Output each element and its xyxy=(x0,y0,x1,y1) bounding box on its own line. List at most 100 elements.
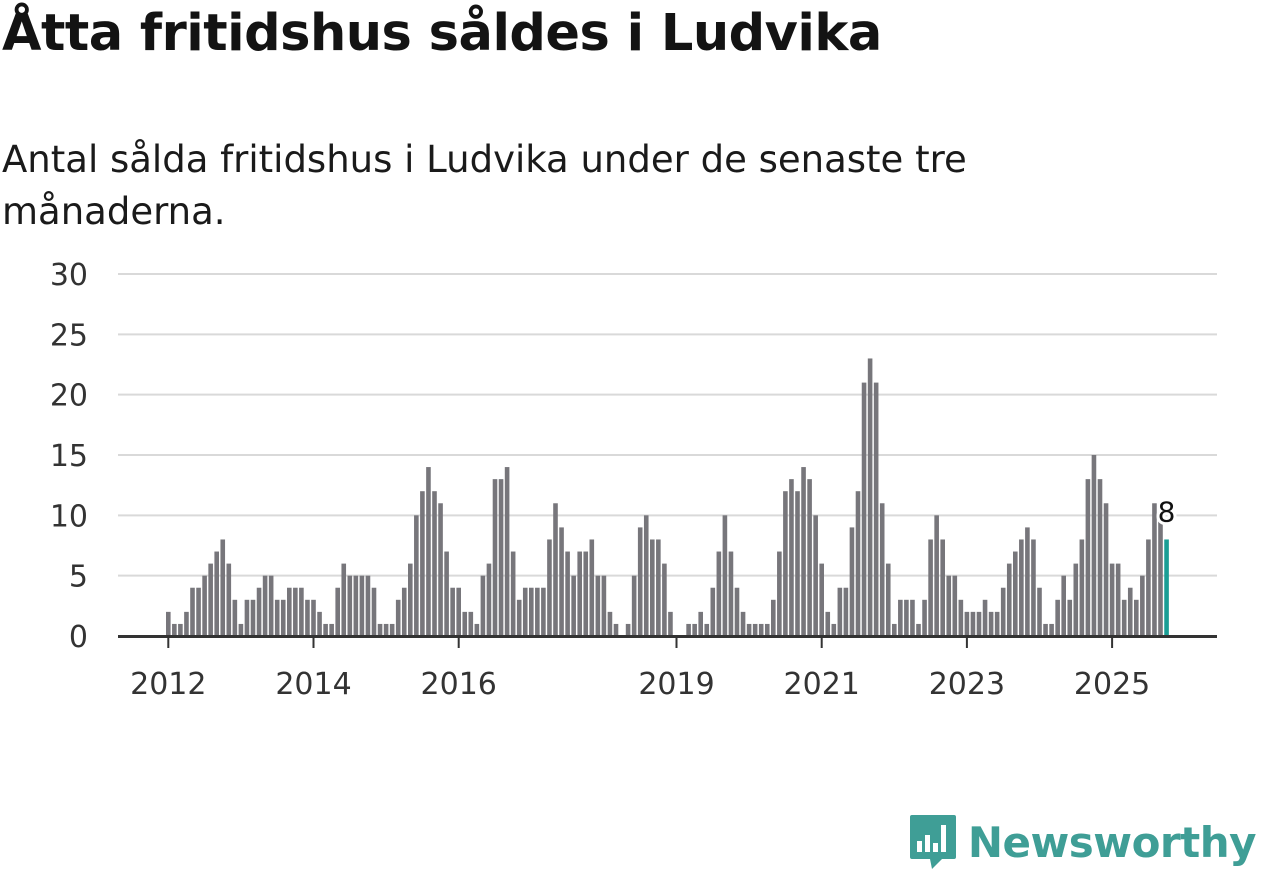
bar xyxy=(807,479,812,636)
bar xyxy=(1140,575,1145,636)
x-tick-label: 2021 xyxy=(784,667,860,702)
bar xyxy=(1127,587,1133,636)
bar xyxy=(922,599,927,636)
bar-highlight xyxy=(1164,539,1169,636)
bar xyxy=(190,587,195,636)
bar xyxy=(1055,599,1060,636)
bar xyxy=(964,611,970,636)
bar xyxy=(214,551,219,636)
bar xyxy=(280,599,286,636)
bar xyxy=(268,575,274,636)
bar xyxy=(595,575,601,636)
bar xyxy=(1049,623,1054,636)
bar xyxy=(196,587,201,636)
bar xyxy=(601,575,607,636)
bar xyxy=(299,587,304,636)
y-tick-label: 30 xyxy=(50,258,88,293)
bar xyxy=(1025,527,1030,636)
y-axis-ticks: 0 5 10 15 20 25 30 xyxy=(50,258,88,655)
bar xyxy=(710,587,716,636)
bar xyxy=(317,611,322,636)
bar xyxy=(371,587,377,636)
bar xyxy=(456,587,461,636)
bar xyxy=(861,382,867,636)
bars xyxy=(166,358,1169,636)
bar xyxy=(274,599,280,636)
bar xyxy=(305,599,310,636)
bar xyxy=(571,575,576,636)
bar xyxy=(166,611,171,636)
bar xyxy=(734,587,740,636)
bar xyxy=(226,563,232,636)
bar xyxy=(698,611,703,636)
bar xyxy=(988,611,994,636)
bar xyxy=(529,587,534,636)
bar xyxy=(613,623,619,636)
bar xyxy=(668,611,673,636)
x-axis-ticks: 2012 2014 2016 2019 2021 2023 2025 xyxy=(130,636,1150,702)
bar xyxy=(1085,479,1091,636)
bar xyxy=(486,563,492,636)
bar xyxy=(764,623,770,636)
bar xyxy=(547,539,552,636)
x-tick-label: 2025 xyxy=(1074,667,1150,702)
bar xyxy=(892,623,897,636)
chart-subtitle: Antal sålda fritidshus i Ludvika under d… xyxy=(2,138,967,233)
x-tick-label: 2012 xyxy=(130,667,206,702)
bar xyxy=(916,623,921,636)
bar xyxy=(208,563,213,636)
x-tick-label: 2023 xyxy=(929,667,1005,702)
bar xyxy=(1109,563,1115,636)
bar xyxy=(940,539,945,636)
bar xyxy=(1019,539,1024,636)
bar xyxy=(450,587,455,636)
bar xyxy=(976,611,982,636)
bar xyxy=(746,623,752,636)
bar xyxy=(625,623,631,636)
bar xyxy=(498,479,504,636)
bar xyxy=(879,503,885,636)
bar xyxy=(813,515,818,636)
bar xyxy=(589,539,595,636)
bar xyxy=(728,551,734,636)
x-tick-label: 2016 xyxy=(421,667,497,702)
bar xyxy=(583,551,589,636)
bar xyxy=(353,575,359,636)
bar xyxy=(662,563,667,636)
bar xyxy=(934,515,939,636)
bar xyxy=(504,467,510,636)
bar xyxy=(262,575,268,636)
bar xyxy=(577,551,582,636)
y-tick-label: 25 xyxy=(50,318,88,353)
bar xyxy=(637,527,643,636)
bar xyxy=(480,575,486,636)
bar xyxy=(426,467,431,636)
y-tick-label: 20 xyxy=(50,379,88,414)
bar xyxy=(238,623,244,636)
bar xyxy=(1013,551,1018,636)
bar xyxy=(492,479,498,636)
bar xyxy=(522,587,528,636)
bar xyxy=(220,539,226,636)
bar xyxy=(716,551,722,636)
bar xyxy=(650,539,655,636)
bar xyxy=(825,611,831,636)
bar xyxy=(359,575,365,636)
bar xyxy=(904,599,909,636)
bar xyxy=(631,575,637,636)
bar xyxy=(783,491,788,636)
bar xyxy=(831,623,837,636)
bar xyxy=(341,563,347,636)
bar xyxy=(946,575,952,636)
bar xyxy=(323,623,328,636)
bar xyxy=(335,587,340,636)
bar xyxy=(256,587,262,636)
x-tick-label: 2014 xyxy=(275,667,351,702)
bar xyxy=(843,587,849,636)
bar xyxy=(232,599,238,636)
bar xyxy=(1079,539,1085,636)
bar xyxy=(777,551,782,636)
bar xyxy=(1152,503,1157,636)
bar xyxy=(365,575,371,636)
